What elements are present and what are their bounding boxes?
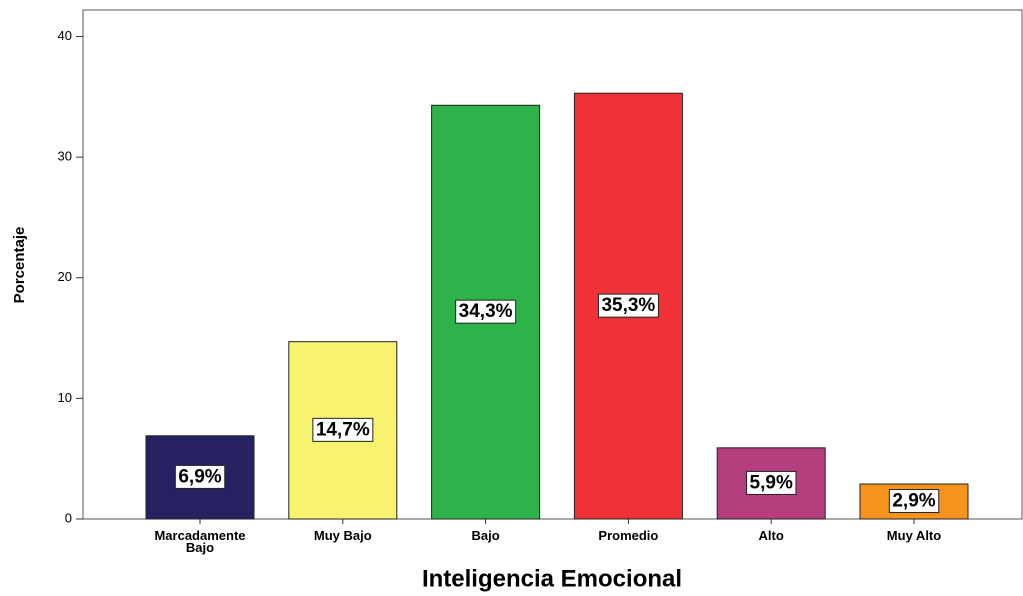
data-label-box [312,417,374,442]
x-tick-label: Muy Alto [886,528,942,543]
x-tick-label: Muy Bajo [313,528,372,543]
data-label-box [455,299,517,324]
data-label: 5,9% [750,472,793,493]
y-tick-label: 30 [58,149,72,164]
x-tick-label: Bajo [471,528,500,543]
y-tick-label: 0 [65,510,72,525]
data-label-box [174,464,226,489]
data-label-box [597,293,659,318]
data-label: 34,3% [459,301,513,322]
data-label: 14,7% [316,419,370,440]
y-tick-label: 40 [58,28,72,43]
data-label-box [888,489,940,514]
x-tick-label: Promedio [598,528,659,543]
data-label: 6,9% [178,466,221,487]
data-label: 2,9% [892,491,935,512]
y-tick-label: 10 [58,390,72,405]
data-label: 35,3% [601,295,655,316]
y-tick-label: 20 [58,269,72,284]
plot-frame [82,9,1023,520]
x-tick-label: Alto [758,528,784,543]
y-axis-title: Porcentaje [11,227,28,304]
x-axis-title: Inteligencia Emocional [422,565,682,592]
x-tick-label: Marcadamente Bajo [154,528,246,555]
data-label-box [746,470,797,495]
